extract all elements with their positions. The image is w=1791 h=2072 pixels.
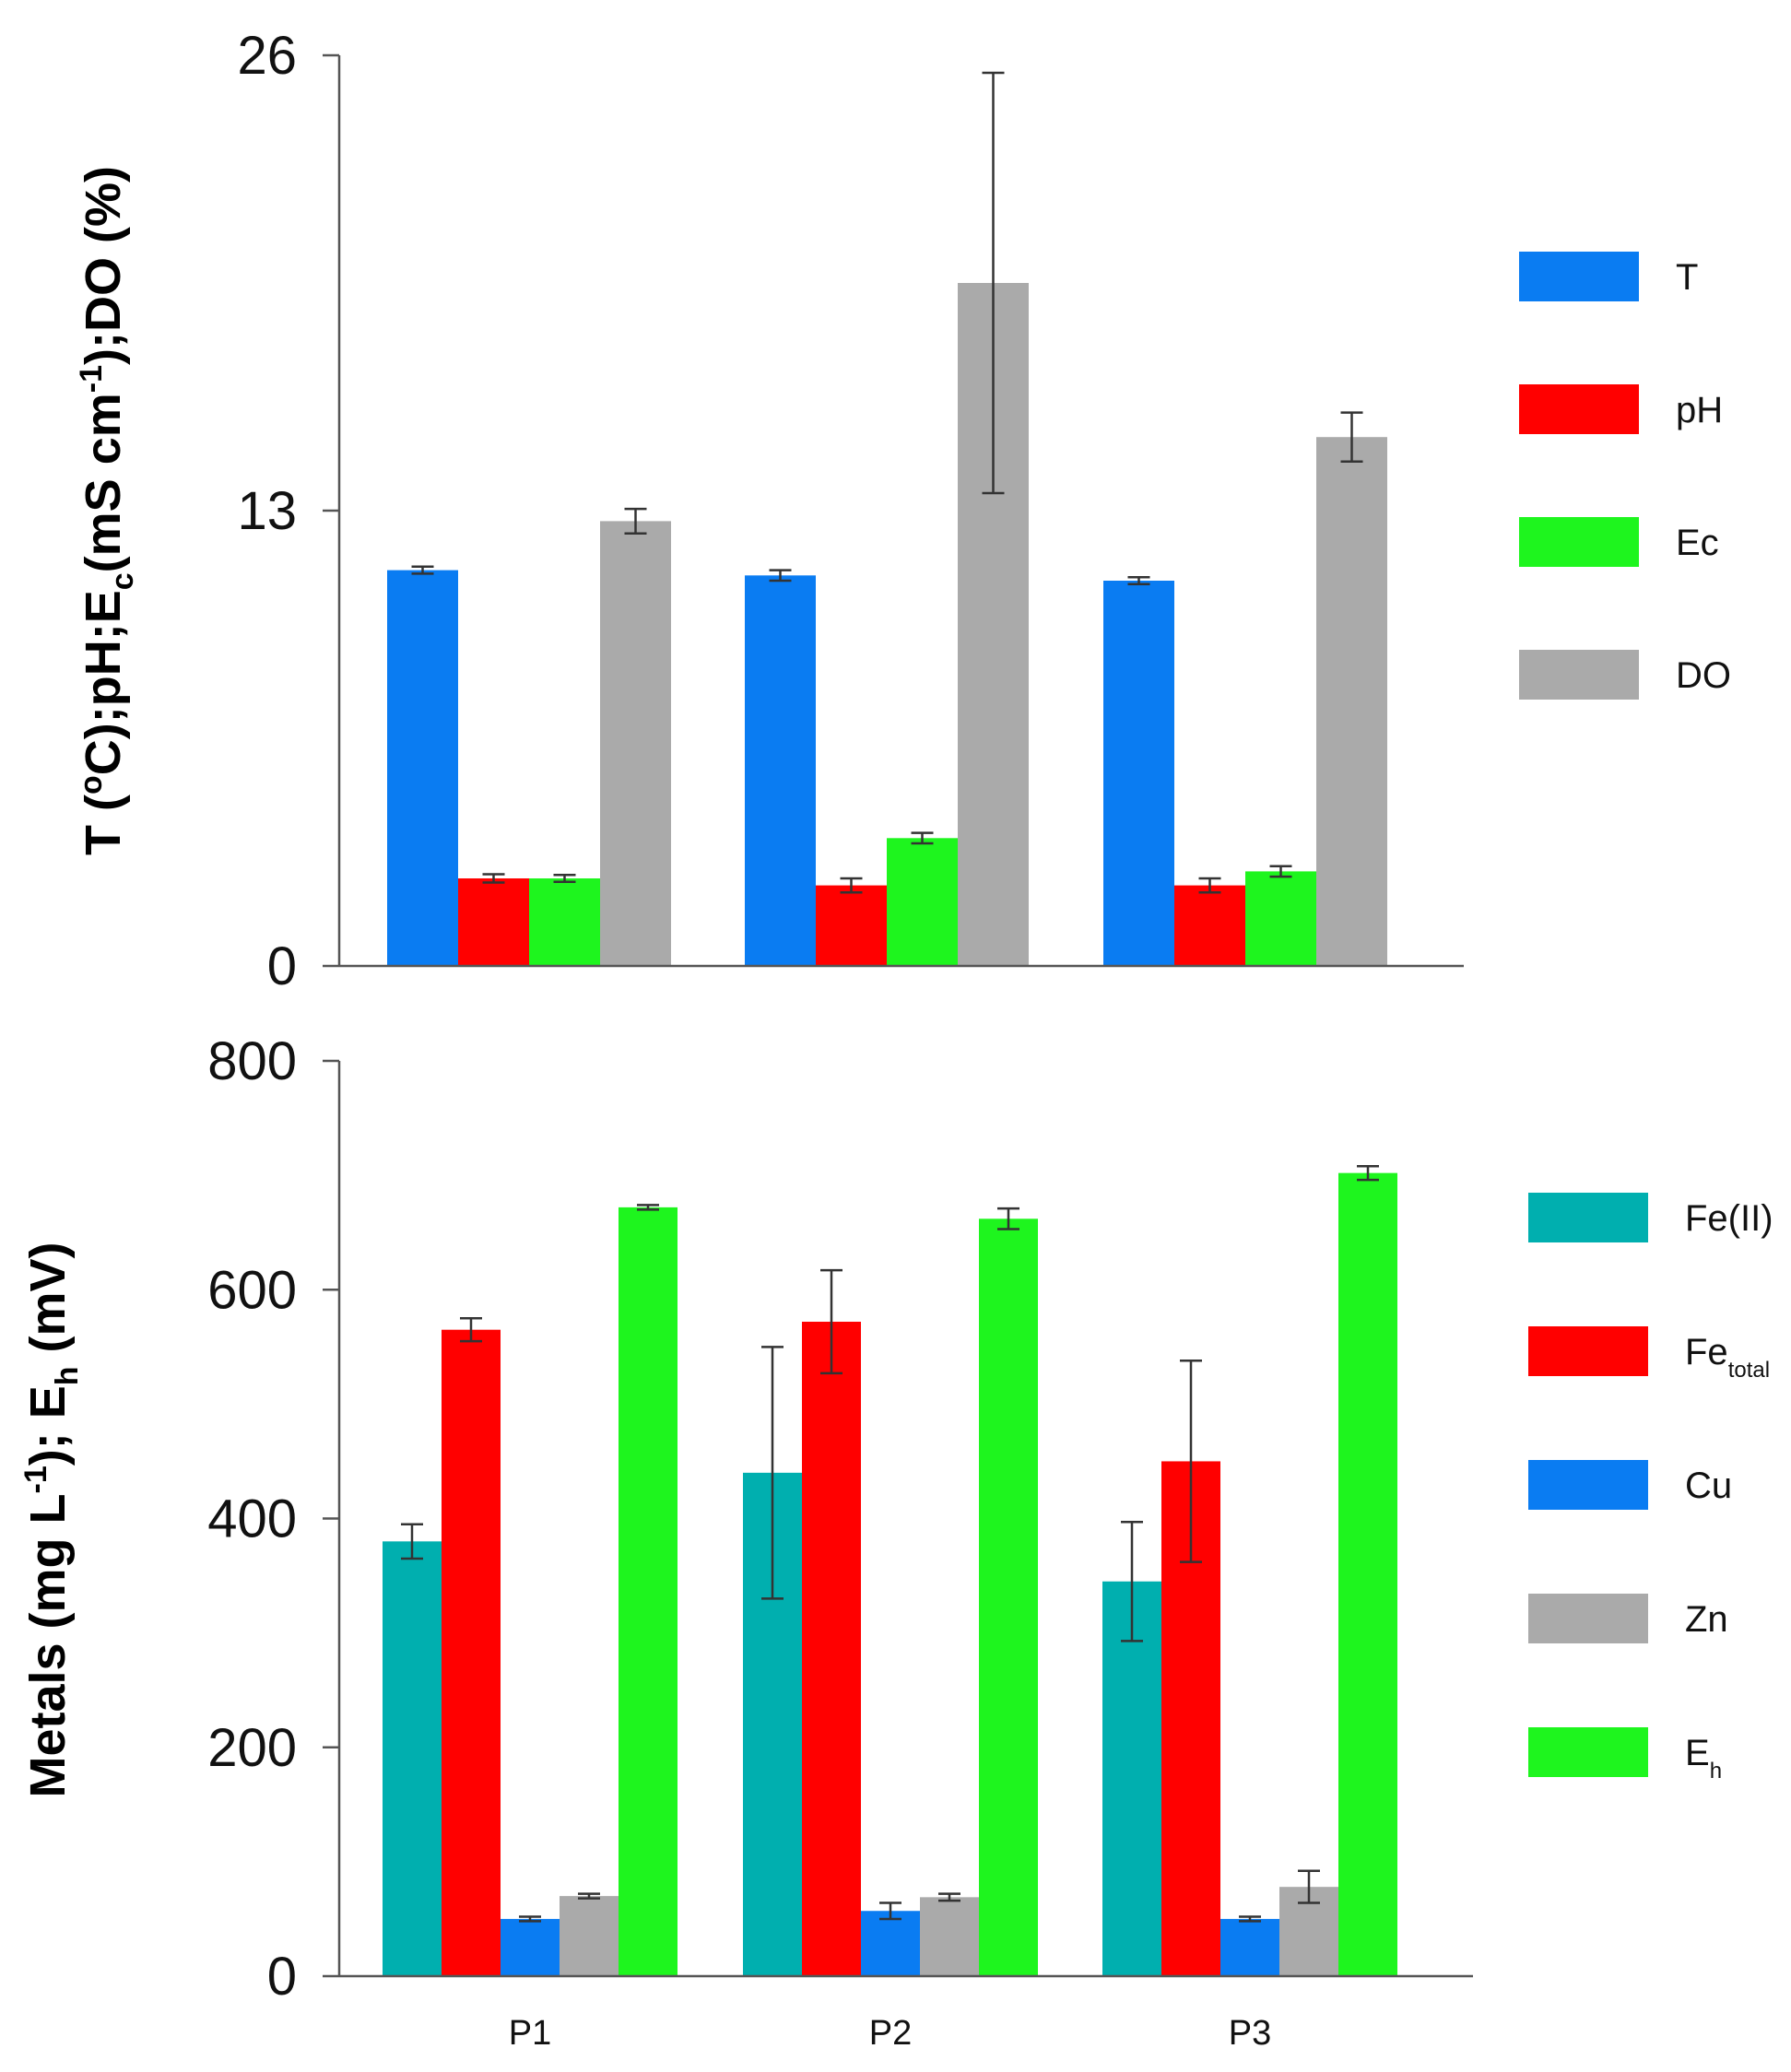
error-bar (1127, 575, 1150, 586)
bar-ph-p2 (816, 885, 887, 966)
y-tick-label: 0 (267, 1947, 297, 2007)
legend-label: T (1676, 257, 1698, 298)
error-bar (401, 1523, 423, 1560)
bar-eh-p3 (1338, 1172, 1397, 1976)
bar-eh-p1 (619, 1207, 678, 1976)
y-axis-label: T (oC);pH;Ec(mS cm-1);DO (%) (74, 166, 140, 855)
error-bar (879, 1901, 901, 1921)
y-tick-label: 800 (207, 1031, 297, 1091)
legend-swatch (1528, 1727, 1648, 1777)
error-bar (997, 1207, 1019, 1230)
error-bar (482, 873, 505, 884)
x-category-label: P1 (509, 2014, 551, 2053)
legend-swatch (1528, 1326, 1648, 1376)
legend-label: pH (1676, 390, 1723, 430)
error-bar (411, 565, 434, 575)
error-bar (911, 831, 934, 845)
error-bar (840, 877, 863, 894)
bar-ph-p3 (1174, 885, 1245, 966)
error-bar (938, 1892, 960, 1902)
error-bar (982, 71, 1005, 495)
error-bar (1121, 1520, 1143, 1642)
error-bar (624, 507, 647, 535)
error-bar (1340, 411, 1363, 464)
legend-swatch (1528, 1193, 1648, 1242)
legend-swatch (1519, 650, 1639, 700)
legend-swatch (1528, 1594, 1648, 1643)
error-bar (578, 1892, 600, 1900)
y-tick-label: 600 (207, 1260, 297, 1320)
legend-item: Fetotal (1528, 1326, 1770, 1383)
legend-swatch (1519, 384, 1639, 434)
error-bar (1180, 1359, 1202, 1563)
bar-t-p3 (1103, 581, 1174, 966)
y-tick-label: 13 (237, 481, 297, 541)
error-bar (1239, 1915, 1261, 1923)
error-bar (553, 873, 576, 884)
error-bar (519, 1915, 541, 1923)
error-bar (820, 1268, 842, 1375)
legend-item: Eh (1528, 1727, 1722, 1784)
bar-t-p1 (387, 570, 458, 966)
y-tick-label: 400 (207, 1489, 297, 1549)
y-tick-label: 26 (237, 26, 297, 86)
legend-label: Fetotal (1685, 1332, 1770, 1383)
legend-item: Ec (1519, 517, 1719, 567)
bar-t-p2 (745, 575, 816, 966)
legend-label: Zn (1685, 1599, 1728, 1640)
legend-swatch (1528, 1460, 1648, 1510)
legend-label: Cu (1685, 1466, 1732, 1506)
bar-feii-p1 (383, 1541, 442, 1976)
legend-item: T (1519, 252, 1698, 301)
bar-cu-p1 (501, 1918, 560, 1976)
y-tick-label: 0 (267, 936, 297, 996)
bar-fetotal-p2 (802, 1322, 861, 1976)
legend-item: Cu (1528, 1460, 1732, 1510)
legend-item: pH (1519, 384, 1723, 434)
x-category-label: P3 (1229, 2014, 1271, 2053)
bar-zn-p2 (920, 1897, 979, 1976)
error-bar (1298, 1869, 1320, 1904)
bar-zn-p1 (560, 1896, 619, 1976)
bar-ec-p2 (887, 838, 958, 966)
x-category-label: P2 (869, 2014, 912, 2053)
bar-eh-p2 (979, 1218, 1038, 1976)
chart-panel-bottom: 0 200 400 600 800 P1 P2 P3 Fe(II) Fetotal Cu Zn Eh Me… (18, 1031, 1773, 2053)
bar-cu-p2 (861, 1911, 920, 1976)
error-bar (769, 569, 792, 583)
bar-feii-p3 (1102, 1581, 1161, 1976)
legend-label: Fe(II) (1685, 1198, 1773, 1239)
legend-item: DO (1519, 650, 1731, 700)
legend-item: Fe(II) (1528, 1193, 1773, 1242)
error-bar (460, 1317, 482, 1343)
legend-swatch (1519, 252, 1639, 301)
bar-ec-p3 (1245, 871, 1316, 966)
chart-panel-top: 0 13 26 TpH Ec DO T (oC);pH;Ec(mS cm-1);DO (%) (74, 26, 1731, 996)
legend-label: Ec (1676, 523, 1719, 563)
error-bar (761, 1346, 784, 1600)
bar-fetotal-p1 (442, 1329, 501, 1976)
bar-do-p1 (600, 521, 671, 966)
y-axis-label: Metals (mg L-1); Eh (mV) (18, 1242, 85, 1797)
error-bar (1269, 865, 1292, 878)
bar-cu-p3 (1220, 1918, 1279, 1976)
error-bar (1357, 1164, 1379, 1182)
legend-label: Eh (1685, 1733, 1722, 1784)
bar-do-p3 (1316, 437, 1387, 966)
y-tick-label: 200 (207, 1718, 297, 1778)
bar-ph-p1 (458, 878, 529, 966)
legend-swatch (1519, 517, 1639, 567)
bar-ec-p1 (529, 878, 600, 966)
error-bar (1198, 877, 1221, 894)
legend-item: Zn (1528, 1594, 1728, 1643)
legend-label: DO (1676, 655, 1731, 696)
error-bar (637, 1204, 659, 1211)
